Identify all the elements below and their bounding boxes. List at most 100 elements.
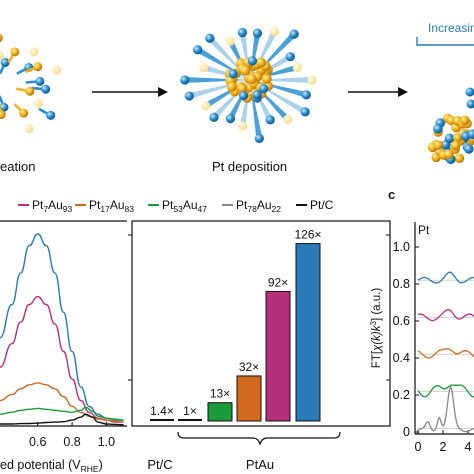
pt-atom [292, 62, 302, 73]
increasing-label: Increasin [428, 21, 474, 35]
pt-atom [35, 76, 45, 86]
pt-atom [289, 29, 299, 39]
legend-base: Au [257, 198, 272, 212]
au-core-atom [240, 65, 251, 76]
pt-atom [466, 99, 474, 109]
au-atom [0, 33, 3, 43]
pt-surface-atom [247, 56, 258, 66]
pt-deposition-ray [250, 77, 313, 83]
alloy-atom [454, 153, 465, 164]
legend-sub: 83 [125, 204, 135, 214]
pt-atom [254, 133, 264, 143]
legend-entry: Pt78Au22 [236, 198, 281, 214]
group-label-ptau: PtAu [246, 457, 274, 472]
x-tick-label: 1.0 [98, 435, 115, 449]
legend-base: Au [110, 198, 125, 212]
legend-base: Pt [89, 198, 101, 212]
pt-atom [265, 115, 275, 125]
bar-value-label: 1× [183, 404, 197, 418]
pt-atom [180, 75, 190, 85]
au-core-atom [246, 74, 257, 85]
pt-atom [237, 27, 248, 38]
ptau-bracket [177, 431, 341, 446]
panel-c-letter: c [388, 187, 395, 202]
line-series [0, 413, 124, 426]
exafs-series [417, 271, 474, 284]
pt-atom [0, 58, 10, 68]
legend-entry: Pt7Au93 [32, 198, 72, 214]
x-tick-label: 0 [415, 440, 422, 454]
legend-entry: Pt/C [310, 198, 334, 212]
x-tick-label: 4 [465, 440, 472, 454]
pt-surface-atom [259, 84, 269, 94]
au-atom [19, 108, 29, 118]
pt-atom [300, 107, 310, 117]
group-label-ptc: Pt/C [147, 457, 172, 472]
au-atom-faded [33, 98, 43, 108]
legend: Pt7Au93 Pt17Au83 Pt53Au47 Pt78Au22 Pt/C [18, 198, 334, 214]
legend-base: Pt [236, 198, 248, 212]
alloy-atom [433, 140, 443, 150]
bar-value-label: 92× [268, 275, 288, 289]
step-label-nucleation: eation [0, 159, 35, 174]
y-tick-label: 0.4 [393, 351, 410, 365]
panel-c: c 0 0.2 0.4 0.6 0.8 1.0 0 2 4 Pt FT[χ(k)k3] (a.… [369, 187, 474, 454]
pt-atom [46, 110, 56, 120]
legend-sub: 7 [43, 204, 48, 214]
pt-atom [238, 121, 248, 131]
au-atom [10, 47, 20, 57]
pt-atom [307, 75, 317, 85]
bar-chart-bars: 1.4× 1× 13× 32× 92× 126× [150, 228, 322, 422]
bar-chart: 1.4× 1× 13× 32× 92× 126× Pt/C PtAu [128, 220, 391, 472]
line-series [0, 382, 124, 423]
pt-atom [184, 91, 194, 101]
y-tick-label: 0.2 [393, 388, 410, 402]
pt-atom [270, 26, 280, 37]
alloy-atom [444, 133, 455, 144]
y-tick-label: 0.8 [393, 277, 410, 291]
x-tick-label: 0.8 [63, 435, 80, 449]
legend-base: Au [183, 198, 198, 212]
legend-entry: Pt17Au83 [89, 198, 134, 214]
au-atom-faded [52, 65, 62, 75]
au-atom-faded [0, 51, 4, 61]
exafs-series [417, 385, 474, 433]
pt-atom [225, 36, 235, 46]
legend-sub: 78 [247, 204, 257, 214]
line-series [0, 406, 124, 421]
panel-c-y-ticks: 0 0.2 0.4 0.6 0.8 1.0 [393, 240, 419, 439]
pt-atom [199, 63, 209, 73]
pt-atom [301, 90, 311, 100]
line-chart-x-ticks: 0.6 0.8 1.0 [29, 422, 115, 449]
line-series [0, 233, 124, 421]
alloy-atom [467, 129, 474, 140]
x-tick-label: 0.6 [29, 435, 46, 449]
alloy-atom [450, 140, 461, 151]
nucleation-cluster [0, 33, 62, 133]
au-atom-faded [24, 123, 34, 133]
au-core-atom [261, 73, 272, 84]
au-core-atom [226, 81, 237, 92]
pt-deposition-cluster [180, 26, 317, 143]
panel-c-y-axis-label: FT[χ(k)k3] (a.u.) [369, 288, 383, 369]
pt-atom [285, 52, 295, 62]
panel-c-series [417, 271, 474, 433]
line-chart-series [0, 233, 124, 426]
pt-atom [209, 112, 219, 123]
bar-value-label: 13× [210, 387, 230, 401]
line-chart: 0.6 0.8 1.0 ed potential (VRHE) [0, 220, 127, 474]
legend-entry: Pt53Au47 [162, 198, 207, 214]
y-tick-label: 0.6 [393, 314, 410, 328]
legend-base: Au [48, 198, 63, 212]
bar [178, 419, 202, 421]
bar [236, 375, 262, 422]
exafs-series [417, 348, 474, 359]
bar [207, 402, 233, 422]
pt-atom [225, 113, 236, 124]
bar [150, 419, 174, 421]
pt-atom [465, 87, 474, 97]
au-atom [0, 110, 6, 120]
pt-surface-atom [238, 91, 249, 101]
legend-sub: 17 [100, 204, 110, 214]
